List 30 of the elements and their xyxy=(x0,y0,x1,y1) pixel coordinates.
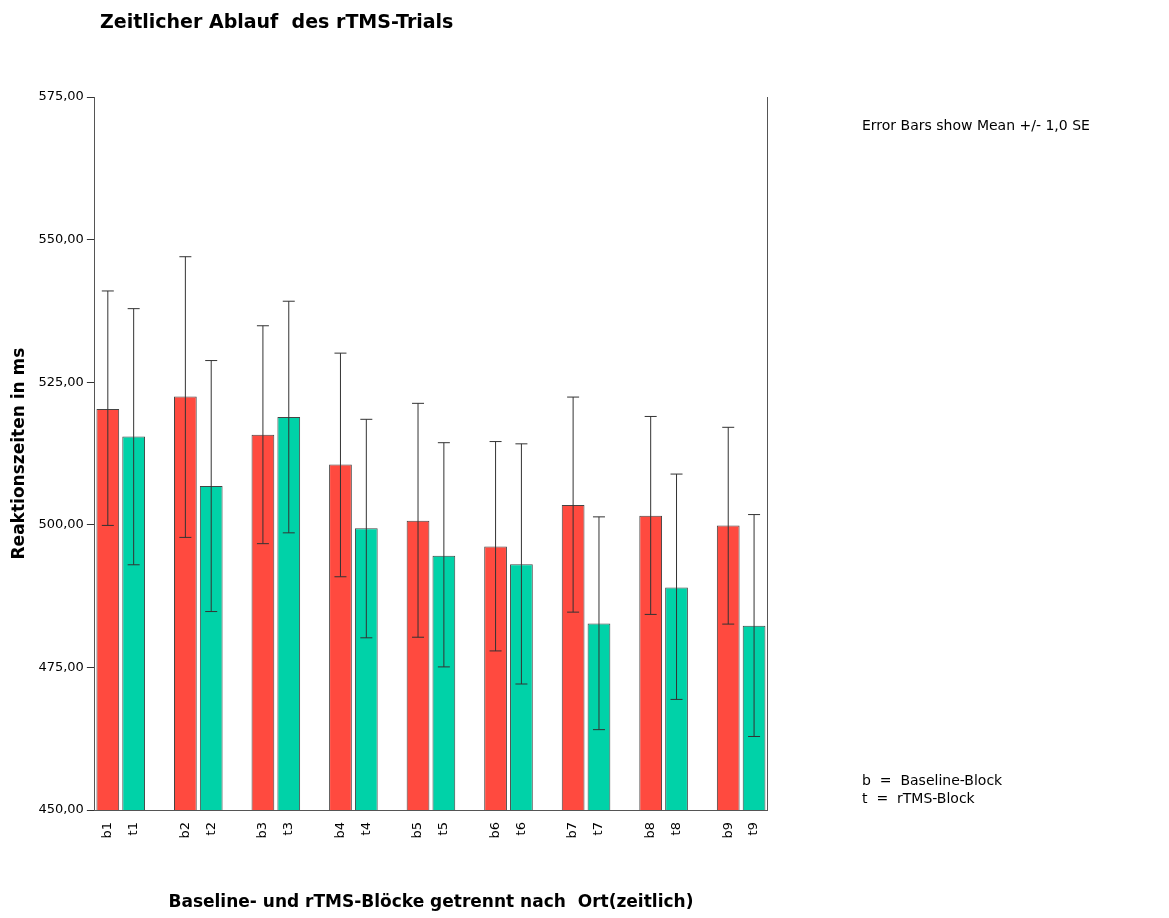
x-tick-label: b3 xyxy=(254,822,270,839)
x-tick-label: t3 xyxy=(280,822,296,836)
x-tick-label: t6 xyxy=(512,822,528,836)
x-axis-title: Baseline- und rTMS-Blöcke getrennt nach Ort(zeitlich) xyxy=(168,891,694,912)
x-tick-label: b1 xyxy=(99,822,115,839)
y-tick-label: 450,00 xyxy=(38,801,84,817)
x-tick-label: t1 xyxy=(125,822,141,836)
x-tick-label: b4 xyxy=(331,822,347,839)
x-tick-label: t4 xyxy=(357,822,373,836)
y-tick-label: 475,00 xyxy=(38,658,84,674)
x-tick-label: t9 xyxy=(745,822,761,836)
x-tick-label: t8 xyxy=(667,822,683,836)
y-tick-label: 575,00 xyxy=(38,88,84,104)
text: b = Baseline-Block xyxy=(862,772,1003,788)
text: t = rTMS-Block xyxy=(862,790,975,806)
x-tick-label: b7 xyxy=(564,822,580,839)
x-tick-label: b6 xyxy=(486,822,502,839)
y-tick-label: 550,00 xyxy=(38,230,84,246)
x-tick-label: b5 xyxy=(409,822,425,839)
x-tick-label: t5 xyxy=(435,822,451,836)
y-tick-label: 500,00 xyxy=(38,516,84,532)
x-tick-label: b9 xyxy=(719,822,735,839)
y-axis-title: Reaktionszeiten in ms xyxy=(7,347,28,560)
x-tick-label: t2 xyxy=(202,822,218,836)
x-tick-label: b2 xyxy=(176,822,192,839)
y-tick-label: 525,00 xyxy=(38,373,84,389)
x-tick-label: b8 xyxy=(642,822,658,839)
text: Error Bars show Mean +/- 1,0 SE xyxy=(862,117,1090,133)
chart-title: Zeitlicher Ablauf des rTMS-Trials xyxy=(100,10,454,32)
x-tick-label: t7 xyxy=(590,822,606,836)
